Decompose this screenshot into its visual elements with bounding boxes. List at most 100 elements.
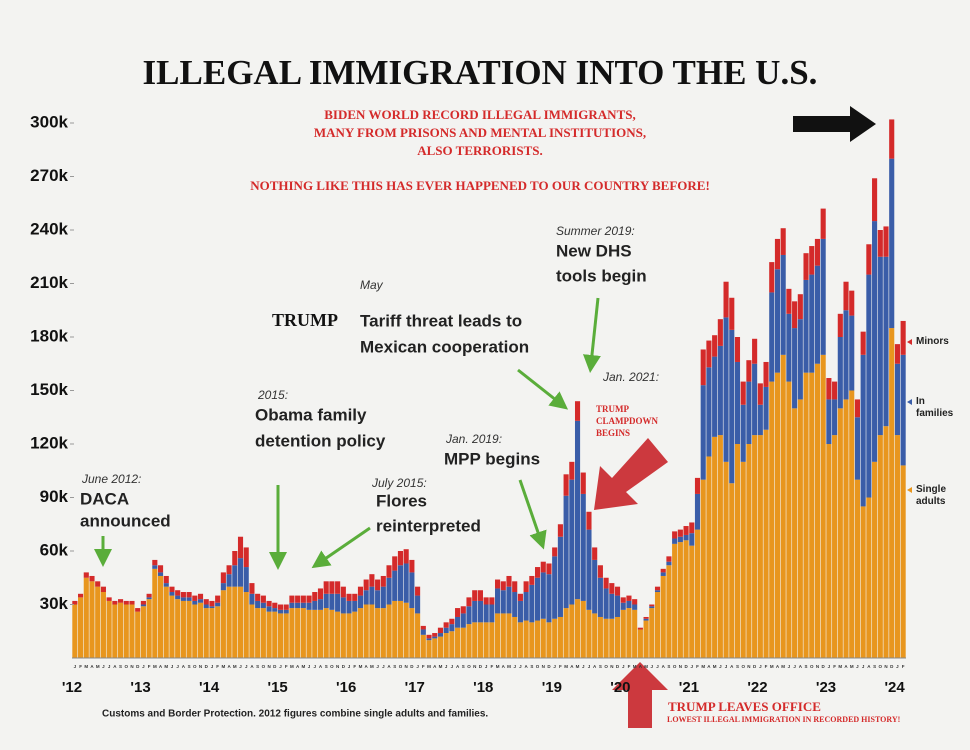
x-tick-label: M (770, 664, 774, 669)
x-tick-label: S (873, 664, 876, 669)
bar-segment (614, 586, 621, 596)
x-tick-label: J (719, 664, 722, 669)
annotation-date: Jan. 2021: (602, 370, 659, 384)
x-tick-label: D (822, 664, 826, 669)
bar-segment (506, 586, 512, 614)
bar-segment (620, 609, 626, 658)
bar-segment (220, 583, 226, 591)
legend-marker (907, 339, 912, 345)
bar-segment (340, 586, 346, 598)
bar-segment (220, 590, 226, 658)
x-tick-label: S (393, 664, 396, 669)
bar-segment (277, 604, 284, 610)
bar-segment (449, 624, 455, 632)
bar-segment (135, 608, 141, 612)
bar-segment (529, 575, 535, 585)
bar-segment (512, 581, 518, 593)
bar-segment (900, 320, 906, 355)
year-label: '20 (610, 679, 630, 696)
bar-segment (100, 592, 106, 658)
bar-segment (792, 301, 798, 329)
bar-segment (375, 590, 381, 609)
bar-segment (123, 600, 129, 605)
x-tick-label: S (736, 664, 739, 669)
bar-segment (260, 595, 266, 603)
y-tick-label: 60k (40, 540, 69, 559)
bar-segment (746, 360, 752, 382)
bar-segment (443, 627, 449, 634)
bar-segment (809, 246, 815, 275)
year-label: '13 (130, 679, 150, 696)
bar-segment (466, 624, 472, 658)
bar-segment (866, 497, 872, 658)
bar-segment (637, 627, 643, 630)
bar-segment (460, 606, 466, 614)
bar-segment (152, 559, 158, 566)
bar-segment (517, 600, 523, 623)
x-tick-label: J (622, 664, 625, 669)
year-label: '22 (747, 679, 767, 696)
bar-segment (792, 408, 798, 658)
x-tick-label: J (74, 664, 77, 669)
bar-segment (872, 221, 878, 462)
x-tick-label: S (805, 664, 808, 669)
leaves-office-note: TRUMP LEAVES OFFICE (668, 699, 821, 714)
bar-segment (466, 597, 472, 607)
bar-segment (369, 604, 375, 658)
bar-segment (654, 586, 661, 591)
bar-segment (900, 465, 906, 658)
x-tick-label: N (884, 664, 887, 669)
bar-segment (683, 526, 689, 535)
bar-segment (232, 551, 238, 566)
bar-segment (517, 622, 523, 658)
bar-segment (392, 556, 398, 571)
x-tick-label: D (547, 664, 551, 669)
bar-segment (854, 417, 861, 480)
bar-segment (306, 609, 312, 658)
x-tick-label: J (793, 664, 796, 669)
bar-segment (809, 274, 815, 373)
bar-segment (392, 600, 398, 658)
bar-segment (529, 622, 535, 658)
bar-segment (832, 399, 838, 436)
x-tick-label: A (799, 664, 803, 669)
subtitle: NOTHING LIKE THIS HAS EVER HAPPENED TO O… (250, 178, 710, 193)
bar-segment (837, 337, 843, 409)
bar-segment (243, 547, 249, 568)
bar-segment (232, 565, 238, 587)
bar-segment (546, 574, 552, 623)
bar-segment (883, 426, 889, 658)
bar-segment (620, 597, 626, 603)
bar-segment (723, 461, 729, 658)
bar-segment (186, 592, 192, 598)
bar-segment (706, 456, 712, 658)
x-tick-label: A (227, 664, 231, 669)
x-tick-label: J (485, 664, 488, 669)
x-tick-label: A (776, 664, 780, 669)
bar-segment (437, 633, 444, 637)
x-tick-label: J (856, 664, 859, 669)
bar-segment (197, 593, 204, 600)
bar-segment (226, 565, 232, 575)
bar-segment (854, 399, 861, 418)
bar-segment (740, 461, 746, 658)
annotation: Flores (376, 491, 427, 510)
x-tick-label: F (902, 664, 905, 669)
bar-segment (192, 604, 198, 658)
bar-segment (157, 572, 164, 576)
x-tick-label: M (633, 664, 637, 669)
annotation: Obama family (255, 405, 367, 424)
bar-segment (569, 479, 575, 605)
bar-segment (106, 597, 112, 601)
x-tick-label: J (513, 664, 516, 669)
bar-segment (683, 534, 689, 541)
x-tick-label: M (290, 664, 294, 669)
x-tick-label: A (319, 664, 323, 669)
bar-segment (380, 586, 386, 609)
bar-segment (363, 590, 369, 605)
bar-segment (489, 597, 495, 605)
y-tick-label: 300k (30, 112, 68, 131)
bar-segment (866, 274, 872, 498)
bar-segment (180, 600, 186, 658)
bar-segment (757, 383, 763, 405)
